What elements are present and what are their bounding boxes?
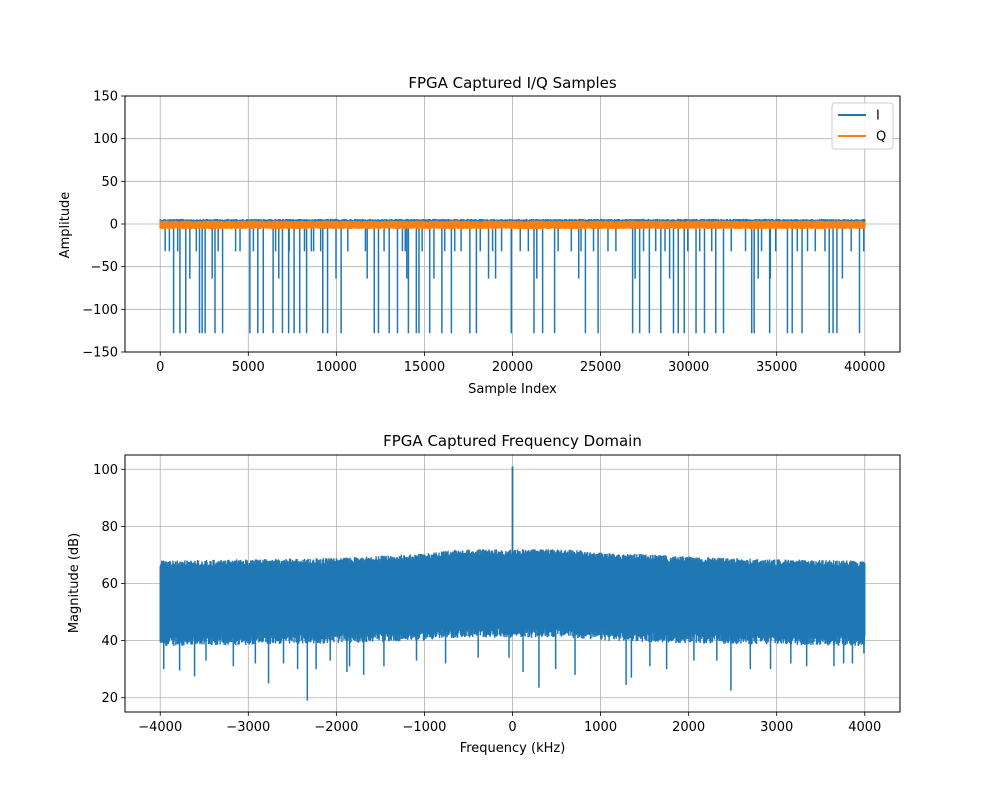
iq-y-tick-label: −100 [82,303,118,318]
iq-x-tick-label: 35000 [756,360,797,375]
iq-y-ticks: −150 −100 −50 0 50 100 150 [82,90,125,361]
iq-x-ticks: 0 5000 10000 15000 20000 25000 30000 35000 40000 [156,352,885,375]
freq-x-tick-label: −2000 [314,720,358,735]
iq-x-tick-label: 30000 [668,360,709,375]
freq-y-ticks: 20 40 60 80 100 [93,463,125,706]
iq-chart-title: FPGA Captured I/Q Samples [408,74,617,92]
freq-y-tick-label: 80 [101,520,118,535]
freq-y-tick-label: 20 [101,691,118,706]
freq-x-ticks: −4000 −3000 −2000 −1000 0 1000 2000 3000 4000 [138,712,881,735]
iq-x-tick-label: 40000 [844,360,885,375]
iq-y-tick-label: 50 [101,175,118,190]
iq-y-axis-label: Amplitude [58,192,73,259]
freq-x-tick-label: 0 [508,720,516,735]
iq-x-axis-label: Sample Index [468,382,557,397]
iq-plot-lines [159,218,866,334]
iq-y-tick-label: 0 [110,218,118,233]
freq-x-axis-label: Frequency (kHz) [460,741,566,756]
iq-x-tick-label: 0 [156,360,164,375]
freq-x-tick-label: 3000 [760,720,793,735]
iq-x-tick-label: 10000 [316,360,357,375]
legend-label-q: Q [876,130,886,145]
iq-legend: I Q [831,102,894,150]
iq-samples-axes: FPGA Captured I/Q Samples 0 5000 10000 1500… [58,74,901,397]
freq-x-tick-label: −1000 [402,720,446,735]
iq-x-tick-label: 5000 [232,360,265,375]
freq-y-tick-label: 40 [101,634,118,649]
iq-y-tick-label: 150 [93,90,118,105]
legend-label-i: I [876,109,880,124]
iq-y-tick-label: −50 [91,260,118,275]
freq-plot-lines [159,466,866,701]
spectrum-line [159,549,866,646]
iq-x-tick-label: 25000 [580,360,621,375]
freq-x-tick-label: 2000 [672,720,705,735]
frequency-domain-axes: FPGA Captured Frequency Domain −4000 −300… [67,432,901,756]
iq-x-tick-label: 20000 [492,360,533,375]
freq-x-tick-label: −4000 [138,720,182,735]
freq-x-tick-label: 1000 [584,720,617,735]
freq-y-axis-label: Magnitude (dB) [67,533,82,633]
freq-x-tick-label: 4000 [848,720,881,735]
freq-x-tick-label: −3000 [226,720,270,735]
iq-y-tick-label: 100 [93,132,118,147]
iq-x-tick-label: 15000 [404,360,445,375]
iq-y-tick-label: −150 [82,346,118,361]
freq-y-tick-label: 60 [101,577,118,592]
freq-y-tick-label: 100 [93,463,118,478]
freq-chart-title: FPGA Captured Frequency Domain [383,432,642,450]
series-q-line [159,220,866,230]
